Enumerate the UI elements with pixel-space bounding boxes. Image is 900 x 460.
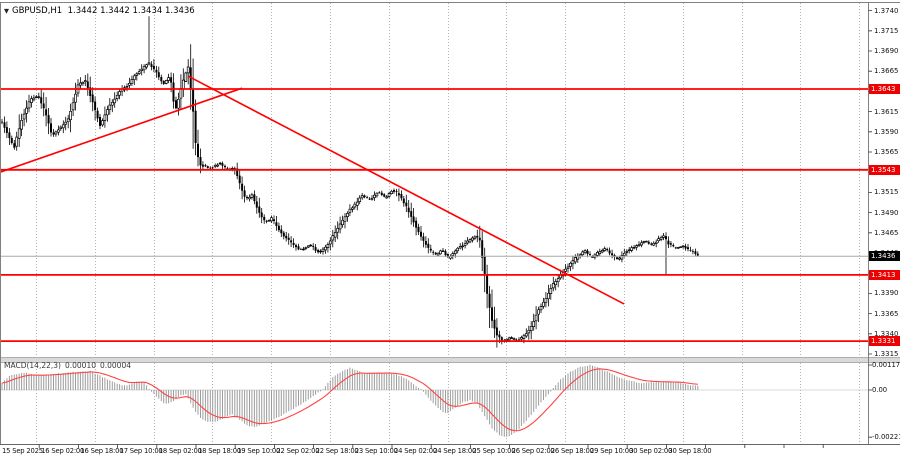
macd-tick-label: 0.00 [872,386,888,394]
price-tick-label: 1.3390 [874,289,899,298]
time-axis-label: 24 Sep 18:00 [433,447,477,455]
time-axis-label: 22 Sep 18:00 [315,447,359,455]
macd-value-label: 0.00010 [64,361,96,370]
time-axis-label: 18 Sep 18:00 [198,447,241,455]
time-axis-label: 26 Sep 02:00 [511,447,555,455]
macd-signal-line [1,368,698,432]
macd-name-label: MACD(14,22,3) [4,361,61,370]
price-tick-label: 1.3715 [874,26,899,35]
time-axis-label: 15 Sep 2025 [2,447,43,455]
time-axis-label: 29 Sep 10:00 [590,447,633,455]
axis-tick-marks [38,10,872,448]
ascending-trendline[interactable] [0,87,243,173]
bearish-candles [1,64,699,343]
price-level-tag: 1.3643 [869,84,900,94]
price-tick-label: 1.3515 [874,188,899,197]
time-axis-label: 18 Sep 02:00 [158,447,202,455]
price-level-tag: 1.3331 [869,336,900,347]
price-level-tag: 1.3543 [869,164,900,175]
macd-tick-label: -0.00221 [872,433,900,442]
time-axis-label: 26 Sep 18:00 [550,447,594,455]
time-axis-label: 19 Sep 10:00 [237,447,281,455]
symbol-ohlc-label: ▼ GBPUSD,H1 1.3442 1.3442 1.3434 1.3436 [4,6,195,16]
price-tick-label: 1.3615 [874,107,899,116]
price-tick-label: 1.3590 [874,127,899,136]
price-tick-label: 1.3465 [874,228,899,237]
bullish-candles [15,62,685,341]
time-axis-label: 23 Sep 10:00 [354,447,398,455]
time-axis-label: 30 Sep 18:00 [668,447,712,455]
price-tick-label: 1.3690 [874,47,899,56]
macd-histogram [1,364,699,437]
price-level-tag: 1.3413 [869,269,900,280]
vertical-gridlines [36,3,860,443]
symbol-period-label: GBPUSD,H1 [12,6,63,16]
time-axis-label: 17 Sep 10:00 [119,447,163,455]
panel-splitter[interactable] [0,357,900,363]
price-tick-label: 1.3490 [874,208,899,217]
price-tick-label: 1.3340 [874,329,899,338]
macd-indicator-label: MACD(14,22,3) 0.00010 0.00004 [4,361,135,370]
time-axis-label: 24 Sep 02:00 [394,447,437,455]
time-axis-label: 16 Sep 18:00 [80,447,124,455]
ohlc-values-label: 1.3442 1.3442 1.3434 1.3436 [67,6,195,16]
price-tick-label: 1.3740 [874,6,899,15]
price-tick-label: 1.3565 [874,148,899,157]
price-tick-label: 1.3665 [874,67,899,76]
price-tick-label: 1.3365 [874,309,899,318]
time-axis-label: 30 Sep 02:00 [629,447,673,455]
candle-wicks [1,16,699,348]
time-axis-label: 25 Sep 10:00 [472,447,516,455]
symbol-collapse-icon[interactable]: ▼ [4,7,9,15]
macd-signal-label: 0.00004 [99,361,131,370]
current-price-tag: 1.3436 [869,251,900,262]
price-tick-label: 1.3315 [874,350,899,359]
time-axis-label: 22 Sep 02:00 [276,447,320,455]
macd-tick-label: 0.00117 [872,360,900,369]
descending-trendline[interactable] [187,75,625,305]
time-axis-label: 16 Sep 02:00 [41,447,85,455]
